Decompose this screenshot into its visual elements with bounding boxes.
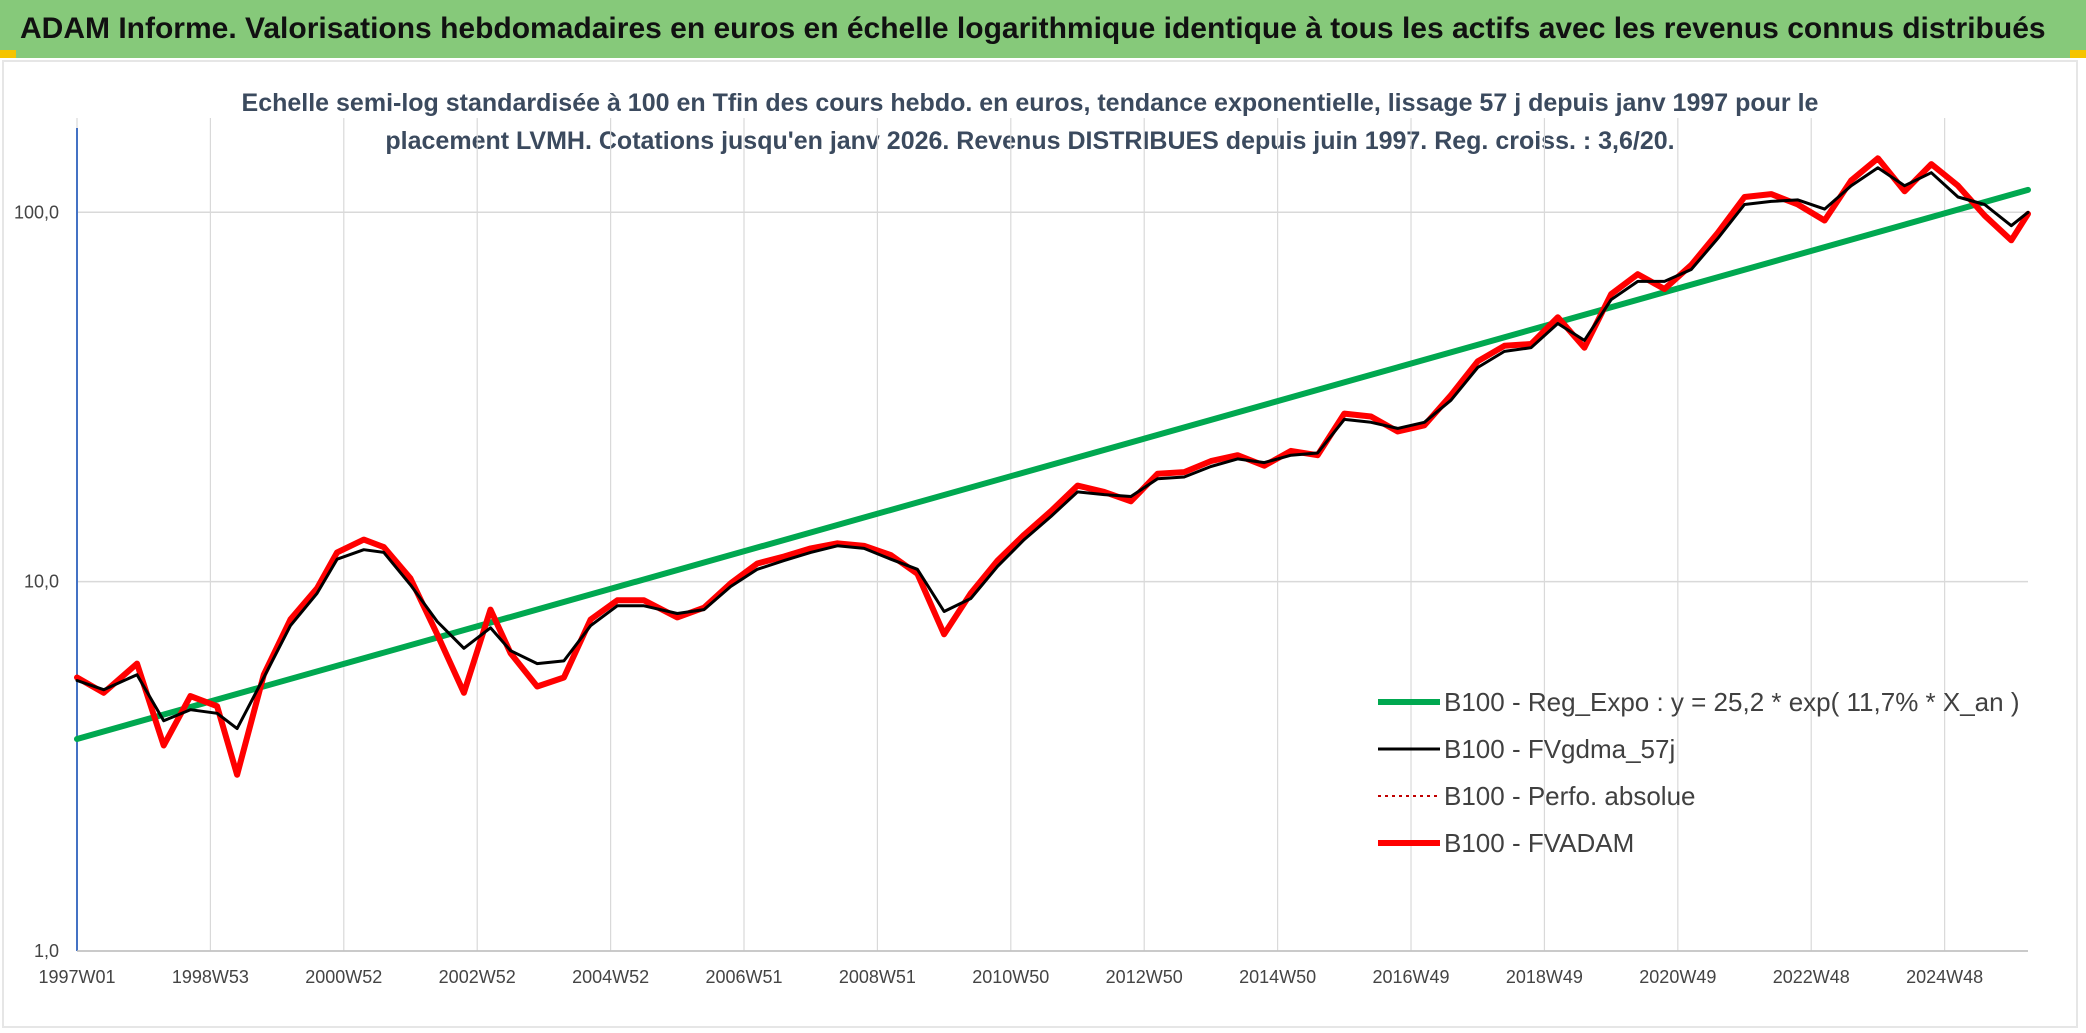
series-lines: [74, 155, 2031, 778]
axes: 1,0 10,0 100,0 1997W01 1998W53 2000W52 2002W52…: [14, 128, 2028, 987]
x-tick-label: 2006W51: [705, 967, 782, 987]
legend-label: B100 - FVADAM: [1444, 828, 1634, 858]
x-tick-label: 2004W52: [572, 967, 649, 987]
legend-label: B100 - Perfo. absolue: [1444, 781, 1696, 811]
chart-title-line-1: Echelle semi-log standardisée à 100 en T…: [241, 89, 1819, 117]
corner-marker-left: [0, 50, 16, 58]
x-tick-label: 2024W48: [1906, 967, 1983, 987]
x-tick-label: 2012W50: [1106, 967, 1183, 987]
y-tick-label: 10,0: [24, 572, 59, 592]
series-line-fvadam: [74, 155, 2031, 778]
x-tick-label: 1998W53: [172, 967, 249, 987]
x-tick-label: 2002W52: [439, 967, 516, 987]
banner-title: ADAM Informe. Valorisations hebdomadaire…: [0, 0, 2086, 58]
series-line-fvgdma: [75, 166, 2030, 731]
x-tick-label: 2022W48: [1773, 967, 1850, 987]
chart-title-line-2: placement LVMH. Cotations jusqu'en janv …: [385, 127, 1675, 155]
legend-label: B100 - Reg_Expo : y = 25,2 * exp( 11,7% …: [1444, 687, 2019, 717]
legend-label: B100 - FVgdma_57j: [1444, 734, 1675, 764]
gridlines: [76, 118, 2028, 952]
corner-marker-right: [2070, 50, 2086, 58]
x-tick-label: 2020W49: [1639, 967, 1716, 987]
legend: B100 - Reg_Expo : y = 25,2 * exp( 11,7% …: [1378, 687, 2019, 858]
x-tick-label: 2014W50: [1239, 967, 1316, 987]
x-tick-label: 2016W49: [1372, 967, 1449, 987]
x-tick-label: 1997W01: [38, 967, 115, 987]
x-tick-label: 2008W51: [839, 967, 916, 987]
chart-frame: [2, 60, 2078, 1028]
chart-title: Echelle semi-log standardisée à 100 en T…: [180, 84, 1880, 160]
x-tick-label: 2000W52: [305, 967, 382, 987]
x-tick-label: 2010W50: [972, 967, 1049, 987]
y-tick-label: 1,0: [34, 941, 59, 961]
x-tick-label: 2018W49: [1506, 967, 1583, 987]
series-line-regression: [74, 186, 2031, 742]
y-tick-label: 100,0: [14, 202, 59, 222]
